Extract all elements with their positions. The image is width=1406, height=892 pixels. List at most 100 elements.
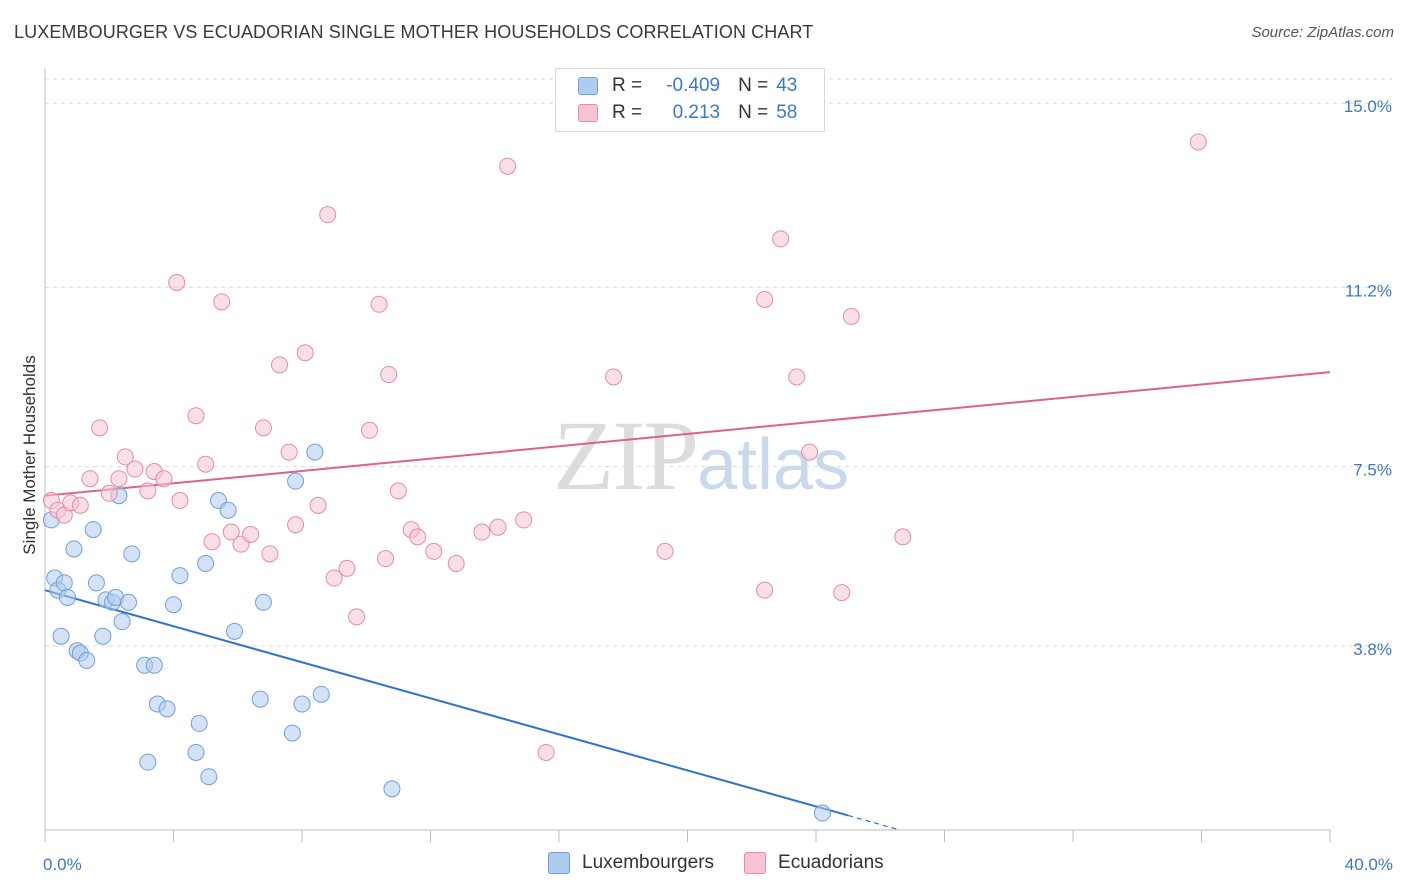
ecuadorian-point	[116, 448, 134, 466]
legend-r-value: -0.409	[666, 75, 721, 96]
ecuadorian-point	[801, 443, 819, 461]
x-tick-label-min: 0.0%	[43, 855, 82, 874]
series-legend-ecuadorians[interactable]: Ecuadorians	[744, 852, 884, 874]
ecuadorian-point	[833, 584, 851, 602]
legend-n-value: 58	[776, 102, 798, 123]
ecuadorian-point	[187, 407, 205, 425]
gridlines	[45, 78, 1392, 647]
luxembourger-point	[58, 588, 76, 606]
series-swatch-luxembourgers	[548, 852, 570, 874]
ecuadorian-point	[197, 455, 215, 473]
ecuadorian-point	[271, 356, 289, 374]
ecuadorian-point	[71, 496, 89, 514]
luxembourger-point	[158, 700, 176, 718]
legend-swatch-luxembourgers	[578, 77, 598, 95]
series-label: Ecuadorians	[778, 852, 884, 873]
ecuadorian-point	[325, 569, 343, 587]
luxembourger-point	[120, 593, 138, 611]
ecuadorian-point	[360, 421, 378, 439]
ecuadorian-point	[203, 533, 221, 551]
axes	[44, 68, 1331, 842]
ecuadorian-point	[171, 492, 189, 510]
trend-lines	[44, 371, 1331, 830]
ecuadorian-point	[605, 368, 623, 386]
ecuadorian-point	[139, 482, 157, 500]
watermark-atlas: atlas	[697, 425, 850, 505]
luxembourger-point	[145, 656, 163, 674]
series-legend-luxembourgers[interactable]: Luxembourgers	[548, 852, 714, 874]
luxembourger-point	[226, 622, 244, 640]
luxembourger-point	[123, 545, 141, 563]
watermark: ZIPatlas	[553, 398, 849, 513]
ecuadorian-point	[788, 368, 806, 386]
luxembourger-point	[219, 501, 237, 519]
y-tick-label: 3.8%	[1353, 640, 1392, 659]
series-label: Luxembourgers	[582, 852, 715, 873]
x-tick-label-max: 40.0%	[1345, 855, 1393, 874]
ecuadorian-point	[110, 470, 128, 488]
legend-swatch-ecuadorians	[578, 104, 598, 122]
ecuadorian-point	[168, 273, 186, 291]
ecuadorian-point	[261, 545, 279, 563]
luxembourger-point	[283, 724, 301, 742]
ecuadorian-point	[254, 419, 272, 437]
correlation-legend: R = -0.409 N = 43 R = 0.213 N = 58	[555, 68, 825, 132]
luxembourger-point	[813, 804, 831, 822]
luxembourger-point	[287, 472, 305, 490]
series-legend: Luxembourgers Ecuadorians	[548, 852, 914, 874]
ecuadorian-point	[242, 525, 260, 543]
luxembourger-point	[78, 651, 96, 669]
ecuadorian-point	[380, 366, 398, 384]
axis-labels: Single Mother Households 3.8% 7.5% 11.2% 15…	[20, 97, 1393, 874]
watermark-zip: ZIP	[553, 400, 699, 511]
ecuadorian-point	[447, 555, 465, 573]
luxembourger-point	[293, 695, 311, 713]
ecuadorian-point	[537, 743, 555, 761]
legend-row-luxembourgers: R = -0.409 N = 43	[578, 73, 797, 99]
luxembourger-point	[52, 627, 70, 645]
ecuadorian-point	[222, 523, 240, 541]
ecuadorian-point	[81, 470, 99, 488]
luxembourger-point	[197, 555, 215, 573]
luxembourger-trend-extension	[847, 814, 897, 830]
ecuadorian-point	[338, 559, 356, 577]
chart-source: Source: ZipAtlas.com	[1251, 24, 1394, 41]
ecuadorian-point	[756, 290, 774, 308]
ecuadorian-point	[515, 511, 533, 529]
ecuadorian-point	[296, 344, 314, 362]
series-swatch-ecuadorians	[744, 852, 767, 874]
ecuadorian-point	[126, 460, 144, 478]
ecuadorian-point	[309, 496, 327, 514]
luxembourger-point	[254, 593, 272, 611]
luxembourger-point	[139, 753, 157, 771]
luxembourger-point	[55, 574, 73, 592]
legend-n-label: N =	[738, 75, 769, 96]
luxembourger-point	[165, 596, 182, 614]
ecuadorian-point	[756, 581, 774, 599]
ecuadorian-point	[319, 206, 337, 224]
ecuadorian-point	[91, 419, 109, 437]
y-axis-label: Single Mother Households	[20, 355, 39, 554]
ecuadorian-point	[377, 550, 395, 568]
legend-r-value: 0.213	[672, 102, 721, 123]
luxembourger-point	[113, 613, 131, 631]
ecuadorian-point	[100, 484, 118, 502]
luxembourger-point	[306, 443, 324, 461]
ecuadorian-point	[1189, 133, 1207, 151]
ecuadorian-point	[409, 528, 427, 546]
luxembourger-point	[187, 743, 205, 761]
ecuadorian-point	[425, 542, 443, 560]
chart-title: LUXEMBOURGER VS ECUADORIAN SINGLE MOTHER…	[14, 22, 814, 42]
luxembourger-point	[87, 574, 105, 592]
legend-r-label: R =	[612, 75, 643, 96]
luxembourger-point	[312, 685, 330, 703]
legend-n-label: N =	[738, 102, 769, 123]
ecuadorian-point	[894, 528, 912, 546]
luxembourger-point	[84, 521, 102, 539]
luxembourger-point	[171, 567, 189, 585]
ecuadorian-point	[287, 516, 305, 534]
y-tick-label: 15.0%	[1344, 97, 1392, 116]
ecuadorian-point	[155, 470, 173, 488]
luxembourger-point	[190, 714, 208, 732]
